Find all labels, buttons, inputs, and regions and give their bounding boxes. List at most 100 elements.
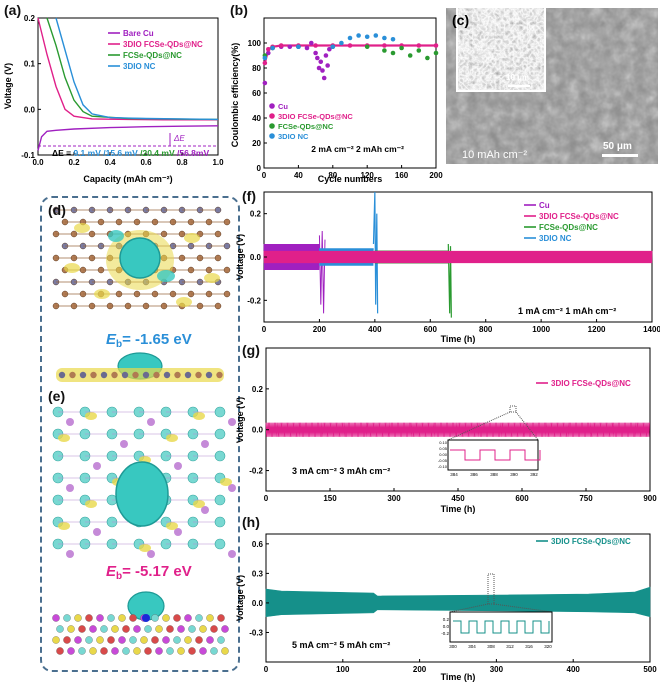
atom [184,371,192,379]
panel-b-label: (b) [230,2,248,18]
atom [78,647,86,655]
atom [210,625,218,633]
atom [147,418,155,426]
panel-h-inset-xtick: 300 [449,644,457,649]
charge-density [166,522,178,530]
panel-d-top-view [52,206,231,310]
panel-b-xtick-label: 40 [294,171,303,180]
charge-density [184,233,200,243]
atom [90,371,97,379]
panel-b-point [320,68,325,73]
atom [214,538,226,550]
atom [174,371,181,379]
panel-f: 0 200 400 600 800 1000 1200 1400 -0.2 0.0 0.2 Cu 3D… [235,186,661,344]
panel-a-legend-label: FCSe-QDs@NC [123,51,182,60]
atom [174,462,182,470]
atom [214,450,226,462]
panel-b-point [262,55,268,61]
panel-b-point [382,43,387,48]
panel-b-point [330,44,336,50]
panel-a-annotation-val4: /56.8mV [177,148,209,158]
atom [85,636,93,644]
panel-b-point [316,65,322,71]
panel-g-inset-xtick: 392 [530,472,538,477]
atom [188,625,196,633]
panel-b-point [287,44,293,50]
panel-b-point [390,50,396,56]
atom [153,371,160,379]
panel-a-series [37,17,219,151]
atom [89,625,97,633]
charge-density [85,500,97,508]
panel-b-point [364,34,370,40]
panel-f-xtick-label: 1200 [588,325,606,334]
charge-density [204,273,220,283]
panel-f-xtick-label: 200 [313,325,327,334]
atom [144,647,152,655]
panel-b-point [416,43,422,48]
sem-image: 10 μm 50 μm 10 mAh cm⁻² [446,8,658,164]
panel-b-legend-marker [269,103,275,109]
panel-g-inset-frame [447,439,539,471]
panel-g-condition: 3 mA cm⁻² 3 mAh cm⁻² [292,466,390,476]
panel-b-axes: 0 40 80 120 160 200 0 20 40 60 80 100 [248,39,444,180]
panel-f-ytick-label: 0.0 [250,253,262,262]
atom [147,550,155,558]
atom [74,636,82,644]
panel-b-point [347,43,353,48]
atom [132,371,139,379]
atom [184,636,192,644]
panel-a-line [55,17,219,121]
atom [221,625,229,633]
panel-g-chart: 0 150 300 450 600 750 900 -0.2 0.0 0.2 3DIO FCSe-… [235,347,657,514]
panel-a-ytick-label: 0.2 [24,14,36,23]
atom [199,625,207,633]
panel-b-legend-label: 3DIO NC [278,132,309,141]
atom [214,406,226,418]
panel-h-chart: 0 100 200 300 400 500 -0.3 0.0 0.3 0.6 3DIO FCSe-… [235,533,657,682]
atom [214,302,222,310]
atom [140,636,148,644]
panel-g-xtick-label: 900 [643,494,657,503]
panel-a-xtick-label: 1.0 [212,158,224,167]
atom [223,242,231,250]
panel-b-xlabel: Cycle numbers [318,174,383,184]
panel-g-inset-xtick: 388 [490,472,498,477]
sem-scale-label: 50 μm [603,141,632,152]
atom [214,494,226,506]
panel-f-xlabel: Time (h) [441,334,476,344]
atom [93,528,101,536]
atom [96,614,104,622]
panel-f-axes: 0 200 400 600 800 1000 1200 1400 -0.2 0.0 0.2 [247,210,661,334]
panel-a-ytick-label: 0.0 [24,105,36,114]
atom [216,371,223,379]
atom [201,506,209,514]
panel-b-point [321,75,327,81]
atom [195,371,202,379]
panel-f-band-nc [319,248,374,266]
panel-b-point [266,50,271,56]
charge-density [139,544,151,552]
panel-a-xtick-label: 0.8 [176,158,188,167]
panel-a-axes: 0.0 0.2 0.4 0.6 0.8 1.0-0.10.00.10.2 [21,14,224,167]
panel-a-line [37,125,219,151]
panel-b-point [304,45,310,51]
atom [67,625,75,633]
atom [120,440,128,448]
panel-f-legend: Cu 3DIO FCSe-QDs@NC FCSe-QDs@NC 3DIO NC [524,201,619,243]
atom [122,647,130,655]
panel-g-xtick-label: 450 [451,494,465,503]
atom [206,614,214,622]
panel-h-xtick-label: 0 [264,665,269,674]
atom [151,636,159,644]
atom [210,647,218,655]
panel-b-condition: 2 mA cm⁻² 2 mAh cm⁻² [311,144,404,154]
panel-f-ytick-label: -0.2 [247,296,261,305]
panel-b-ytick-label: 20 [252,139,261,148]
atom [66,418,74,426]
atom [56,647,64,655]
atom [111,625,119,633]
atom [67,647,75,655]
